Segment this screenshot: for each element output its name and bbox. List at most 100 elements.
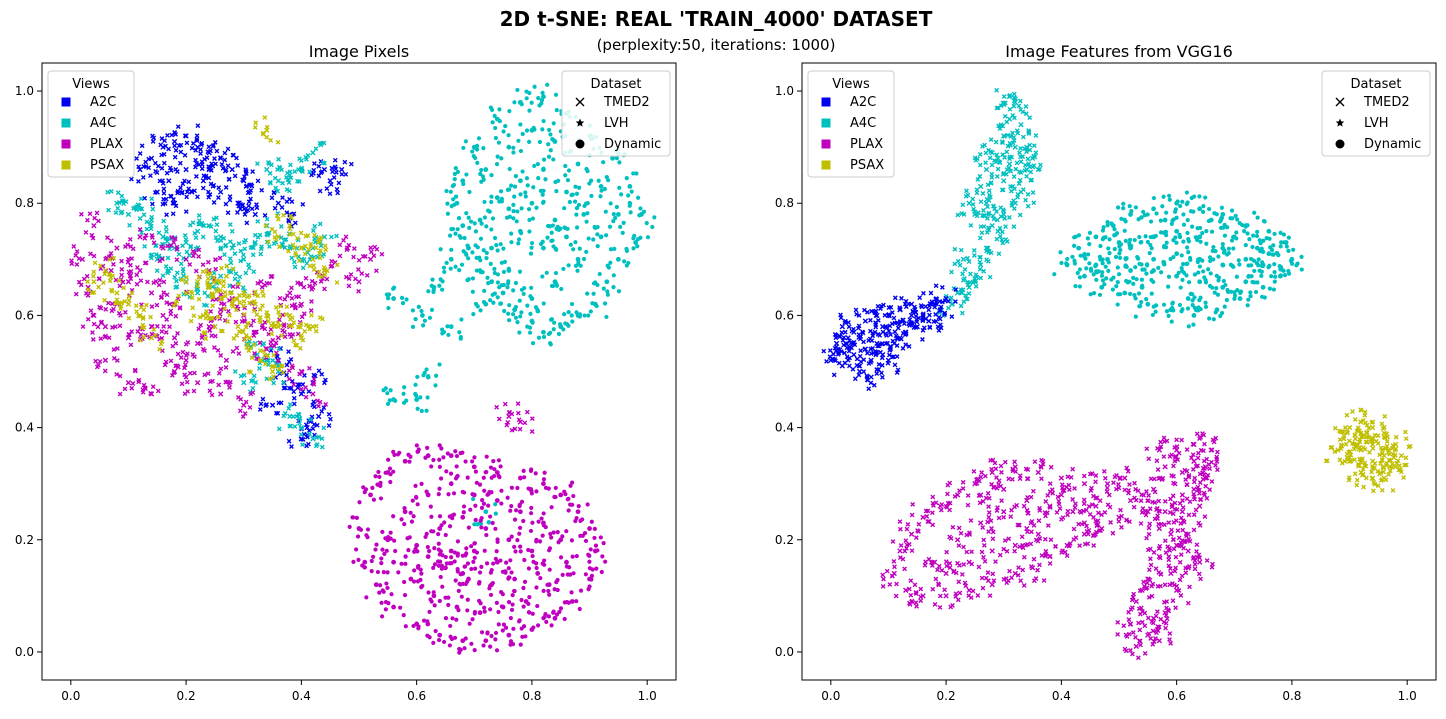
data-point — [196, 274, 202, 280]
data-point — [354, 547, 359, 552]
data-point — [993, 159, 999, 165]
data-point — [995, 166, 1001, 172]
data-point — [1248, 294, 1253, 299]
data-point — [506, 144, 512, 150]
data-point — [140, 316, 146, 322]
data-point — [225, 210, 231, 216]
data-point — [1354, 477, 1360, 483]
data-point — [1009, 200, 1015, 206]
data-point — [161, 290, 167, 296]
data-point — [465, 277, 470, 283]
data-point — [521, 291, 526, 297]
data-point — [947, 480, 953, 486]
data-point — [329, 165, 335, 171]
data-point — [1151, 206, 1156, 212]
data-point — [488, 465, 494, 470]
data-point — [977, 235, 983, 241]
data-point — [1166, 563, 1172, 569]
data-point — [480, 174, 486, 179]
data-point — [483, 509, 489, 515]
data-point — [222, 306, 227, 312]
data-point — [952, 246, 958, 252]
data-point — [419, 308, 424, 314]
data-point — [1185, 217, 1190, 223]
data-point — [529, 488, 534, 494]
data-point — [1026, 131, 1032, 136]
data-point — [282, 237, 287, 243]
data-point — [614, 156, 619, 161]
data-point — [304, 443, 310, 449]
data-point — [1123, 238, 1128, 243]
data-point — [1002, 133, 1007, 139]
data-point — [83, 229, 89, 235]
data-point — [472, 541, 477, 546]
data-point — [483, 526, 489, 531]
data-point — [533, 471, 538, 476]
data-point — [564, 189, 569, 195]
data-point — [1186, 249, 1191, 255]
data-point — [995, 155, 1001, 162]
data-point — [151, 327, 157, 332]
data-point — [913, 313, 919, 319]
data-point — [511, 150, 516, 155]
data-point — [1045, 523, 1051, 528]
data-point — [536, 519, 541, 524]
data-point — [257, 232, 263, 238]
data-point — [1013, 96, 1018, 101]
data-point — [1221, 263, 1226, 268]
data-point — [149, 324, 155, 330]
data-point — [254, 312, 260, 318]
data-point — [309, 172, 314, 178]
data-point — [225, 319, 231, 324]
data-point — [211, 142, 216, 148]
data-point — [1181, 545, 1187, 551]
data-point — [308, 243, 314, 249]
data-point — [240, 414, 246, 419]
data-point — [1107, 504, 1113, 510]
data-point — [1057, 506, 1063, 511]
data-point — [164, 229, 169, 234]
data-point — [617, 185, 622, 190]
data-point — [270, 363, 276, 369]
data-point — [107, 272, 112, 278]
data-point — [1224, 297, 1229, 303]
data-point — [536, 335, 542, 340]
data-point — [1266, 251, 1272, 257]
data-point — [552, 217, 558, 223]
data-point — [89, 232, 95, 238]
data-point — [519, 206, 524, 211]
data-point — [91, 222, 97, 229]
data-point — [251, 308, 257, 314]
data-point — [1157, 555, 1163, 561]
data-point — [322, 272, 328, 278]
data-point — [414, 542, 420, 548]
data-point — [558, 492, 564, 498]
data-point — [279, 333, 285, 339]
data-point — [479, 505, 485, 510]
data-point — [76, 279, 82, 285]
data-point — [1155, 467, 1161, 473]
data-point — [479, 525, 484, 530]
data-point — [908, 531, 915, 537]
data-point — [874, 349, 880, 355]
data-point — [937, 299, 943, 304]
data-point — [920, 314, 926, 320]
data-point — [1226, 246, 1232, 251]
data-point — [105, 189, 111, 195]
data-point — [529, 511, 534, 516]
data-point — [561, 327, 566, 332]
data-point — [317, 188, 323, 194]
data-point — [1115, 632, 1121, 637]
data-point — [827, 348, 833, 353]
data-point — [143, 164, 149, 169]
data-point — [891, 558, 897, 564]
data-point — [134, 156, 140, 161]
data-point — [1127, 279, 1132, 284]
data-point — [921, 325, 927, 331]
data-point — [305, 250, 311, 256]
data-point — [891, 354, 896, 360]
data-point — [506, 133, 511, 138]
data-point — [1372, 465, 1377, 471]
data-point — [446, 492, 451, 497]
data-point — [523, 634, 528, 639]
